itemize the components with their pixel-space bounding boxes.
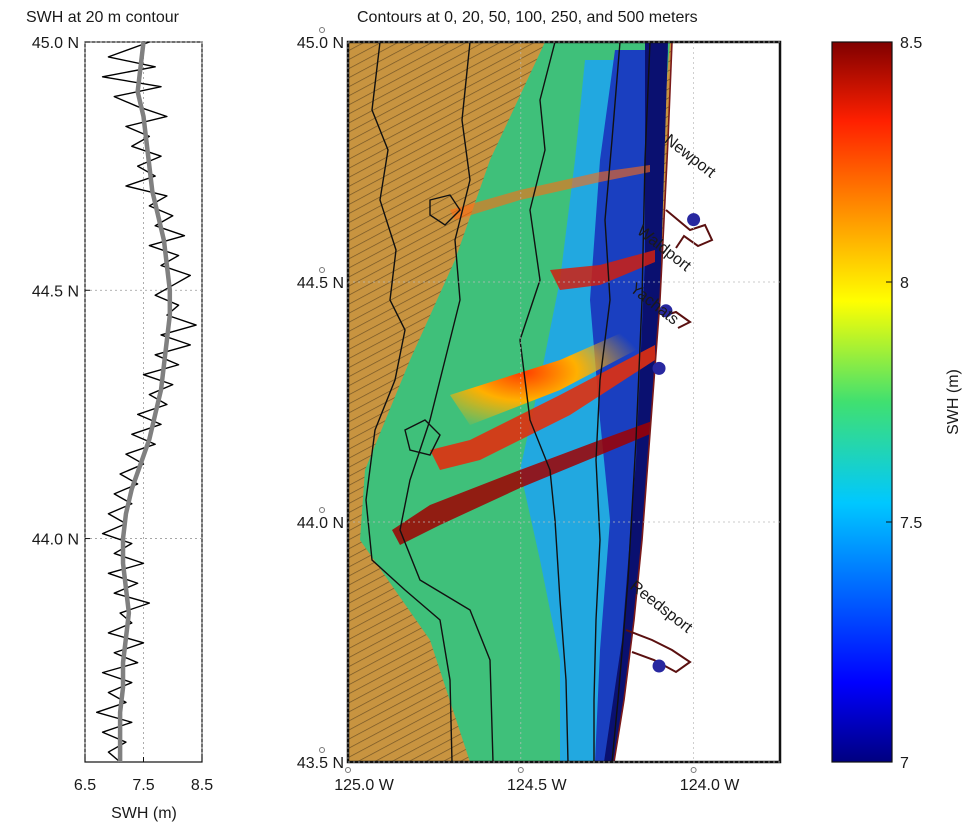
- line-series-group: [95, 41, 197, 763]
- map-x-tick-label: 124.0 W: [680, 777, 740, 794]
- swh-line-panel: SWH at 20 m contour 44.0 N 44.5 N 45.0 N 6…: [26, 9, 213, 822]
- swh-map-panel: Contours at 0, 20, 50, 100, 250, and 500…: [297, 9, 782, 794]
- map-y-tick-marker: [319, 27, 325, 33]
- colorbar-tick-label: 7.5: [900, 515, 922, 532]
- map-y-tick-marker: [319, 747, 325, 753]
- map-x-tick-label: 124.5 W: [507, 777, 567, 794]
- contour-bank-loop: [404, 419, 441, 456]
- line-x-ticks: 6.5 7.5 8.5: [74, 757, 213, 794]
- contour-250m: [399, 42, 494, 762]
- colorbar-tick-label: 8: [900, 275, 909, 292]
- map-x-ticks: 125.0 W 124.5 W 124.0 W: [334, 767, 740, 794]
- wave-jet-lower: [392, 420, 655, 545]
- wave-jet-upper: [430, 345, 655, 470]
- contour-shelf-loop: [429, 194, 461, 226]
- line-x-tick-label: 8.5: [191, 777, 213, 794]
- wave-jet-north: [550, 250, 655, 290]
- map-y-tick-label: 45.0 N: [297, 35, 344, 52]
- colorbar-gradient: [831, 41, 893, 763]
- line-y-ticks: 44.0 N 44.5 N 45.0 N: [32, 35, 90, 549]
- town-dot: [687, 213, 701, 227]
- colorbar: 7 7.5 8 8.5 SWH (m): [831, 35, 962, 772]
- map-y-tick-label: 44.5 N: [297, 275, 344, 292]
- town-dot: [652, 361, 666, 375]
- line-chart-title: SWH at 20 m contour: [26, 9, 180, 26]
- coastline-land: [613, 42, 780, 762]
- wave-field-darkblue-edge: [604, 42, 668, 762]
- map-y-tick-marker: [319, 267, 325, 273]
- line-y-tick-label: 45.0 N: [32, 35, 79, 52]
- line-y-tick-label: 44.0 N: [32, 532, 79, 549]
- map-field: [348, 42, 780, 762]
- map-grid: [347, 41, 780, 763]
- contour-100m: [519, 42, 569, 762]
- raw-swh-line: [95, 41, 197, 763]
- colorbar-label: SWH (m): [945, 369, 962, 435]
- map-chart-title: Contours at 0, 20, 50, 100, 250, and 500…: [357, 9, 698, 26]
- contour-50m: [593, 42, 621, 762]
- line-x-tick-label: 7.5: [132, 777, 154, 794]
- depth-contours: [365, 42, 651, 762]
- map-y-tick-marker: [319, 507, 325, 513]
- map-x-tick-marker: [517, 767, 524, 773]
- map-y-tick-label: 43.5 N: [297, 755, 344, 772]
- colorbar-ticks: 7 7.5 8 8.5: [886, 35, 922, 772]
- contour-20m: [611, 42, 651, 762]
- estuary-reedsport: [625, 629, 692, 674]
- contour-500m: [365, 42, 453, 762]
- map-y-ticks: 43.5 N 44.0 N 44.5 N 45.0 N: [297, 27, 344, 772]
- line-grid: [84, 41, 203, 762]
- line-y-tick-label: 44.5 N: [32, 283, 79, 300]
- town-dot: [652, 659, 666, 673]
- map-x-tick-marker: [345, 767, 351, 773]
- map-y-tick-label: 44.0 N: [297, 515, 344, 532]
- line-x-axis-label: SWH (m): [111, 805, 177, 822]
- map-x-tick-marker: [690, 767, 697, 773]
- smoothed-swh-line: [117, 41, 173, 762]
- wave-jet-northwest: [450, 165, 650, 220]
- map-x-tick-label: 125.0 W: [334, 777, 394, 794]
- colorbar-tick-label: 7: [900, 755, 909, 772]
- town-dot: [659, 304, 673, 318]
- estuary-newport: [665, 209, 714, 249]
- line-x-tick-label: 6.5: [74, 777, 96, 794]
- colorbar-tick-label: 8.5: [900, 35, 922, 52]
